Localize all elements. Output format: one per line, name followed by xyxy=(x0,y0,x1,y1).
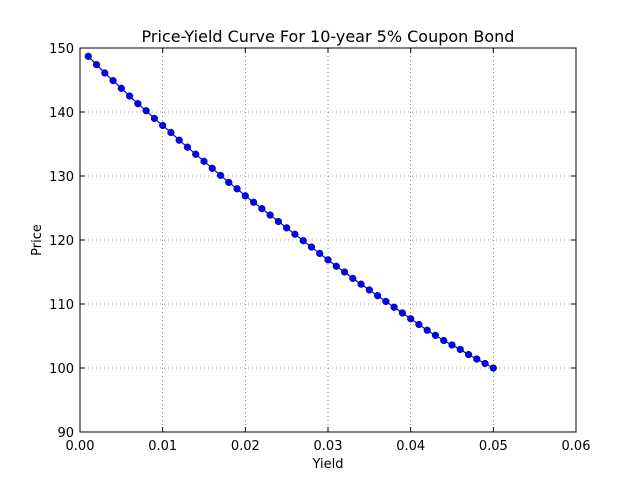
data-point xyxy=(92,61,101,69)
data-point xyxy=(134,100,142,108)
data-point xyxy=(150,114,159,123)
data-point xyxy=(340,268,349,276)
x-axis-label: Yield xyxy=(312,457,344,472)
y-tick-label: 120 xyxy=(49,234,74,249)
data-point xyxy=(192,150,200,158)
data-point xyxy=(283,224,291,232)
y-tick-label: 100 xyxy=(49,362,74,377)
data-point xyxy=(200,157,208,165)
y-tick-label: 150 xyxy=(49,42,74,57)
data-point xyxy=(415,320,423,329)
data-point xyxy=(423,326,431,334)
data-point xyxy=(142,107,150,115)
x-tick-label: 0.04 xyxy=(396,439,425,454)
data-point xyxy=(390,303,398,311)
data-point xyxy=(448,341,456,349)
chart-title: Price-Yield Curve For 10-year 5% Coupon … xyxy=(142,27,515,46)
data-point xyxy=(332,262,340,270)
x-tick-label: 0.03 xyxy=(314,439,343,454)
data-point xyxy=(407,315,415,323)
data-point xyxy=(84,52,92,60)
data-point xyxy=(175,136,183,144)
data-point xyxy=(316,249,324,258)
x-tick-label: 0.05 xyxy=(479,439,508,454)
data-point xyxy=(365,286,373,294)
y-axis-label: Price xyxy=(30,224,45,256)
data-point xyxy=(266,211,274,219)
data-point xyxy=(464,350,473,359)
y-tick-label: 130 xyxy=(49,170,74,185)
data-point xyxy=(208,164,216,172)
data-point xyxy=(258,205,266,213)
data-point xyxy=(382,297,390,306)
data-point xyxy=(159,121,167,130)
data-point xyxy=(126,92,134,100)
data-point xyxy=(299,237,307,245)
y-tick-label: 90 xyxy=(57,426,74,441)
data-point xyxy=(225,178,233,187)
data-point xyxy=(440,336,448,345)
data-point xyxy=(101,69,109,77)
grid-lines xyxy=(80,48,576,432)
x-tick-label: 0.06 xyxy=(562,439,591,454)
data-point xyxy=(291,230,299,238)
data-point xyxy=(167,128,175,137)
data-point xyxy=(183,143,192,151)
data-point xyxy=(398,309,407,317)
data-point xyxy=(489,364,497,372)
data-point xyxy=(473,355,481,363)
data-point xyxy=(241,192,249,200)
data-point xyxy=(456,345,464,354)
data-point xyxy=(431,331,440,339)
data-point xyxy=(274,217,283,226)
data-point xyxy=(349,274,357,283)
data-point xyxy=(481,359,489,368)
data-point xyxy=(357,280,365,288)
x-tick-label: 0.00 xyxy=(66,439,95,454)
data-point xyxy=(216,171,225,179)
data-point xyxy=(250,198,258,206)
y-tick-label: 140 xyxy=(49,106,74,121)
series-price xyxy=(84,52,497,372)
data-point xyxy=(307,243,316,251)
data-point xyxy=(324,256,332,264)
data-point xyxy=(117,84,125,92)
data-point xyxy=(233,185,241,193)
axis-ticks: 0.00 0.01 0.02 0.03 0.04 0.05 0.06 90 100 110 120 1… xyxy=(49,42,590,454)
x-tick-label: 0.01 xyxy=(148,439,177,454)
x-tick-label: 0.02 xyxy=(231,439,260,454)
y-tick-label: 110 xyxy=(49,298,74,313)
data-point xyxy=(374,292,382,300)
data-point xyxy=(109,77,117,85)
